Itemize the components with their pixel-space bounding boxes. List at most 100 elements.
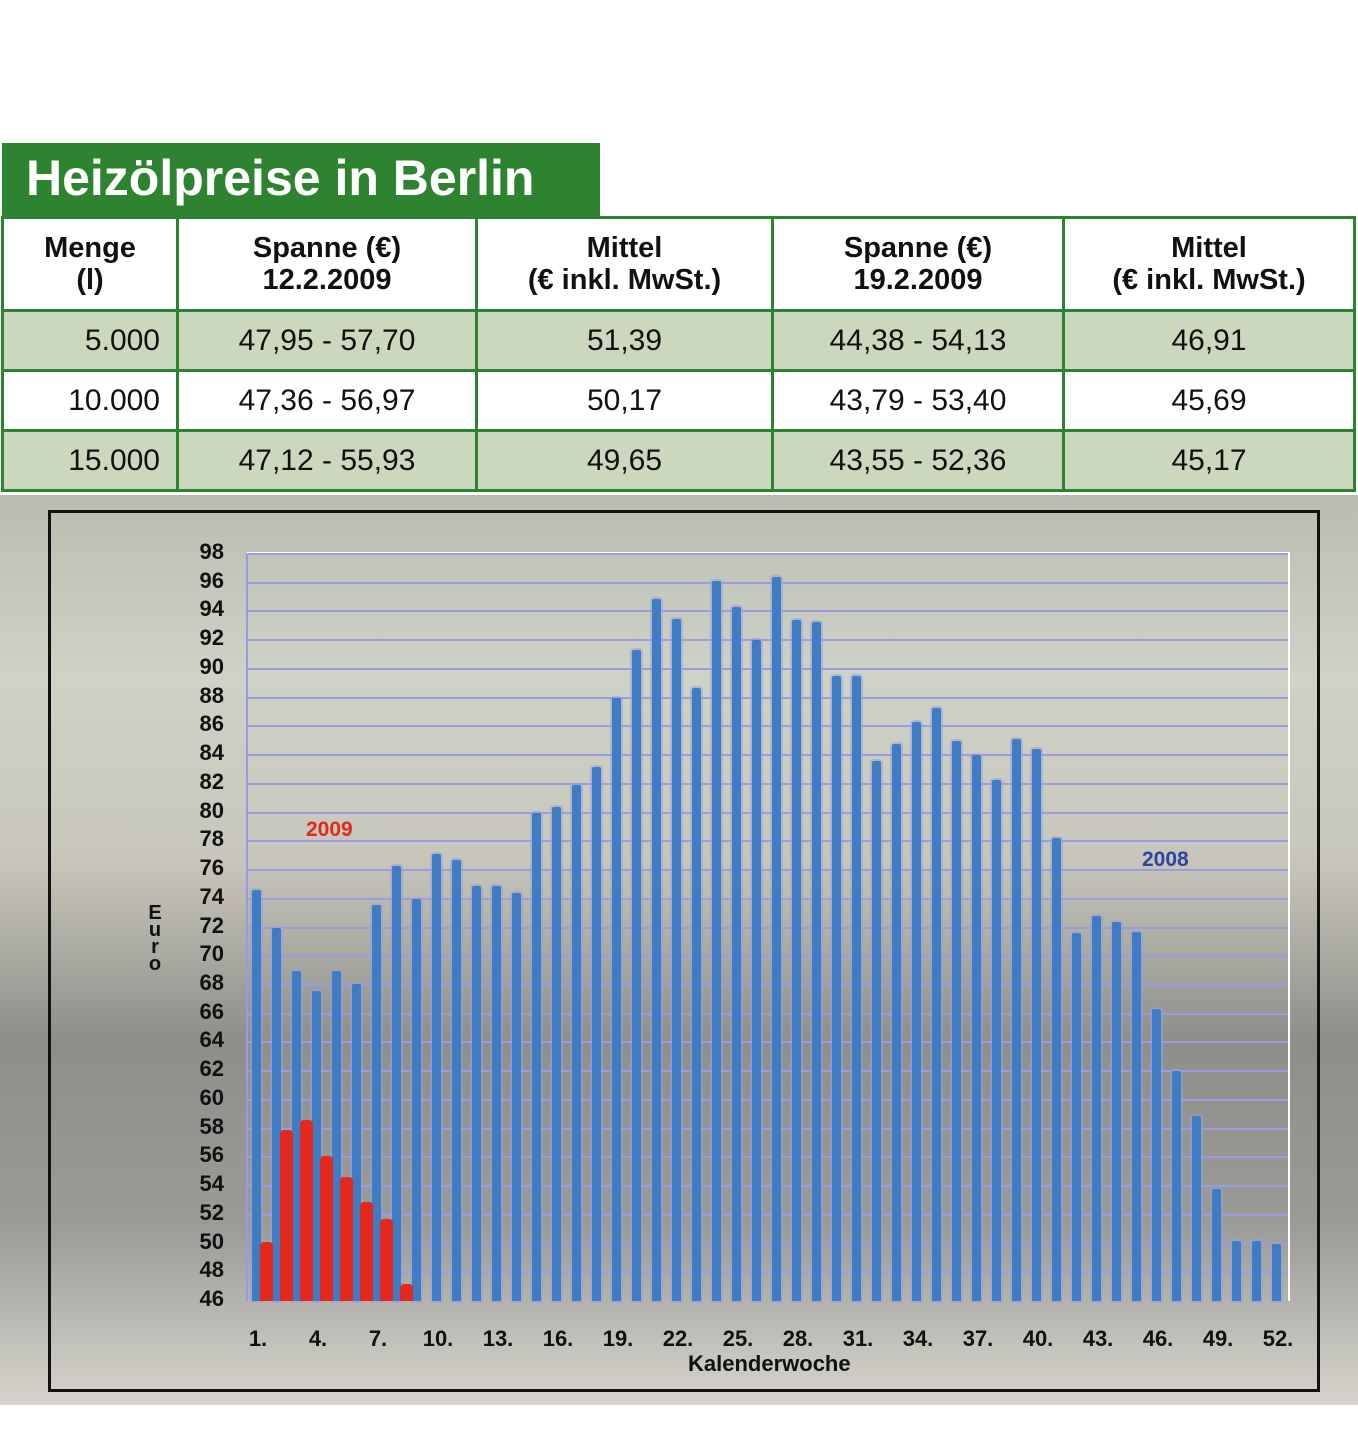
y-tick-label: 76 [199,855,224,881]
label-2008: 2008 [1142,848,1189,871]
y-tick-label: 46 [199,1286,224,1311]
y-tick-label: 68 [199,969,224,995]
cell: 47,36 - 56,97 [176,369,478,432]
x-tick-label: 16. [542,1326,574,1351]
y-tick-label: 50 [199,1228,224,1254]
gridline [248,869,1288,872]
cell: 45,69 [1062,369,1356,432]
bar-2008 [332,970,341,1301]
y-tick-label: 48 [199,1257,224,1283]
bar-2008 [1132,931,1141,1301]
x-tick-label: 28. [782,1326,814,1351]
bar-2008 [632,650,641,1301]
y-tick-label: 78 [199,826,224,852]
bar-2008 [1052,838,1061,1301]
gridline [248,1156,1288,1159]
cell: 51,39 [475,309,774,372]
gridline [248,811,1288,814]
bar-2008 [652,598,661,1301]
x-tick-label: 31. [842,1326,874,1351]
y-tick-label: 80 [199,797,224,823]
bar-2008 [1012,739,1021,1301]
col-mittel-2: Mittel (€ inkl. MwSt.) [1062,216,1356,312]
bar-2008 [852,676,861,1301]
cell: 5.000 [1,309,179,372]
bar-2008 [572,785,581,1301]
bar-2009 [320,1155,333,1301]
gridline [248,639,1288,642]
bar-2008 [1232,1240,1241,1301]
table-row: 5.000 47,95 - 57,70 51,39 44,38 - 54,13 … [1,309,1356,372]
bar-2008 [492,885,501,1301]
y-tick-label: 62 [199,1056,224,1082]
bar-2009 [340,1177,353,1301]
bar-2008 [532,812,541,1301]
label-2009: 2009 [306,818,353,841]
bar-2008 [692,687,701,1301]
bar-2008 [272,927,281,1301]
x-tick-label: 43. [1082,1326,1114,1351]
y-tick-label: 58 [199,1113,224,1139]
y-tick-label: 94 [199,596,224,622]
bar-2008 [752,640,761,1301]
gridline [248,553,1288,555]
y-tick-label: 52 [199,1199,224,1225]
y-tick-label: 72 [199,912,224,938]
bar-2008 [452,859,461,1301]
bar-2008 [1192,1115,1201,1301]
bar-2009 [400,1283,413,1301]
bar-2008 [712,581,721,1301]
bar-2008 [812,621,821,1301]
y-tick-label: 98 [199,539,224,564]
bar-2008 [352,983,361,1301]
table-header-row: Menge (l) Spanne (€) 12.2.2009 Mittel (€ in… [1,216,1356,312]
col-spanne-2: Spanne (€) 19.2.2009 [771,216,1065,312]
bar-2009 [280,1130,293,1301]
x-tick-label: 10. [422,1326,454,1351]
x-tick-label: 4. [308,1326,328,1351]
y-tick-label: 82 [199,768,224,794]
y-tick-label: 64 [199,1027,224,1053]
y-tick-label: 84 [199,740,224,766]
cell: 46,91 [1062,309,1356,372]
bar-2008 [912,722,921,1301]
bar-2009 [300,1120,313,1301]
y-tick-label: 66 [199,998,224,1024]
x-tick-label: 25. [722,1326,754,1351]
y-tick-label: 96 [199,567,224,593]
x-tick-label: 1. [248,1326,268,1351]
y-tick-label: 74 [199,883,224,909]
gridline [248,1070,1288,1073]
gridline [248,1098,1288,1101]
bar-2008 [1152,1009,1161,1301]
bar-2008 [432,854,441,1301]
gridline [248,754,1288,757]
bar-2008 [392,865,401,1301]
cell: 45,17 [1062,429,1356,492]
gridline [248,1012,1288,1015]
cell: 10.000 [1,369,179,432]
bar-2008 [412,898,421,1301]
bar-2008 [1032,749,1041,1301]
bar-2009 [360,1201,373,1301]
x-tick-label: 7. [368,1326,388,1351]
gridline [248,955,1288,958]
gridline [248,1242,1288,1245]
gridline [248,581,1288,584]
x-axis-label: Kalenderwoche [688,1351,851,1376]
cell: 43,79 - 53,40 [771,369,1065,432]
bar-2009 [260,1242,273,1301]
x-tick-label: 22. [662,1326,694,1351]
y-tick-label: 90 [199,653,224,679]
y-tick-label: 56 [199,1142,224,1168]
page-title: Heizölpreise in Berlin [2,143,600,217]
col-menge: Menge (l) [1,216,179,312]
y-tick-label: 60 [199,1084,224,1110]
gridline [248,1271,1288,1274]
gridline [248,897,1288,900]
x-tick-label: 46. [1142,1326,1174,1351]
cell: 50,17 [475,369,774,432]
gridline [248,1127,1288,1130]
cell: 47,95 - 57,70 [176,309,478,372]
